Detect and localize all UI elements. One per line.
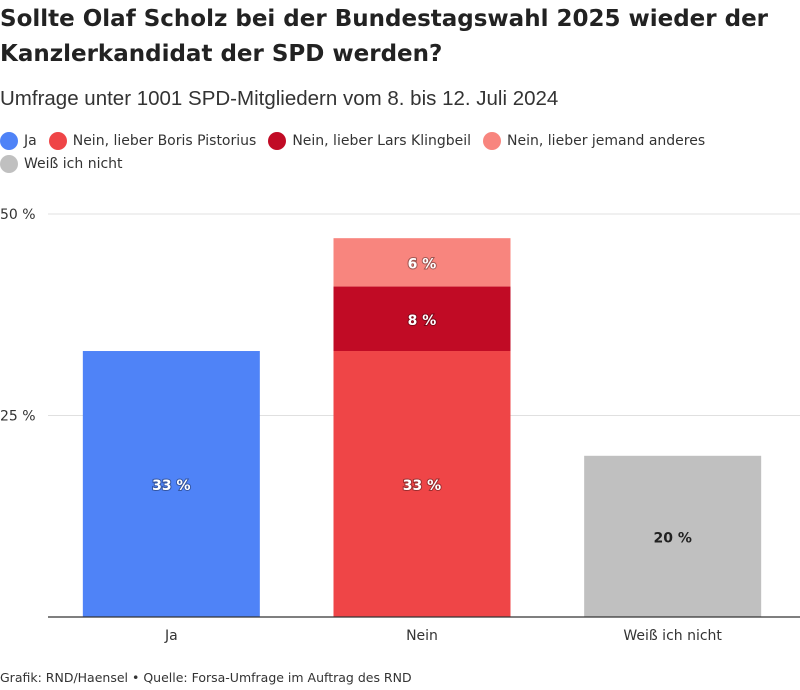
legend-item: Ja — [0, 130, 37, 151]
bar-chart: 25 % 50 % 33 % Ja 33 % 8 % 6 % Nein 20 % Weiß ich… — [0, 207, 800, 644]
data-label: 33 % — [403, 478, 441, 494]
legend-label: Weiß ich nicht — [24, 155, 123, 172]
bar-segment — [333, 351, 511, 617]
data-label: 8 % — [408, 313, 437, 329]
legend-item: Nein, lieber Lars Klingbeil — [268, 130, 471, 151]
chart-title: Sollte Olaf Scholz bei der Bundestagswah… — [0, 6, 769, 67]
legend-item: Nein, lieber jemand anderes — [483, 130, 705, 151]
legend-swatch — [0, 131, 18, 150]
y-tick-label: 25 % — [0, 409, 36, 425]
legend-label: Nein, lieber Boris Pistorius — [72, 132, 257, 149]
bar-segment — [333, 238, 511, 287]
data-label: 6 % — [408, 256, 437, 272]
legend-item: Nein, lieber Boris Pistorius — [48, 130, 257, 151]
legend-swatch — [268, 131, 287, 150]
data-label: 33 % — [152, 478, 190, 494]
legend-label: Nein, lieber Lars Klingbeil — [292, 132, 472, 149]
bar-segment — [584, 455, 762, 617]
legend-item: Weiß ich nicht — [0, 153, 123, 174]
legend: Ja Nein, lieber Boris Pistorius Nein, li… — [0, 130, 790, 174]
legend-swatch — [48, 131, 67, 150]
legend-swatch — [483, 131, 502, 150]
legend-swatch — [0, 154, 18, 173]
legend-label: Ja — [24, 132, 37, 149]
x-tick-label: Nein — [406, 628, 438, 644]
legend-label: Nein, lieber jemand anderes — [507, 132, 706, 149]
source-note: Grafik: RND/Haensel • Quelle: Forsa-Umfr… — [0, 670, 412, 685]
data-label: 20 % — [653, 530, 691, 546]
y-tick-label: 50 % — [0, 207, 36, 223]
bar-segment — [333, 286, 511, 352]
chart-subtitle: Umfrage unter 1001 SPD-Mitgliedern vom 8… — [0, 87, 559, 110]
bar-segment — [82, 351, 260, 617]
x-tick-label: Weiß ich nicht — [623, 628, 722, 644]
x-tick-label: Ja — [164, 628, 178, 644]
